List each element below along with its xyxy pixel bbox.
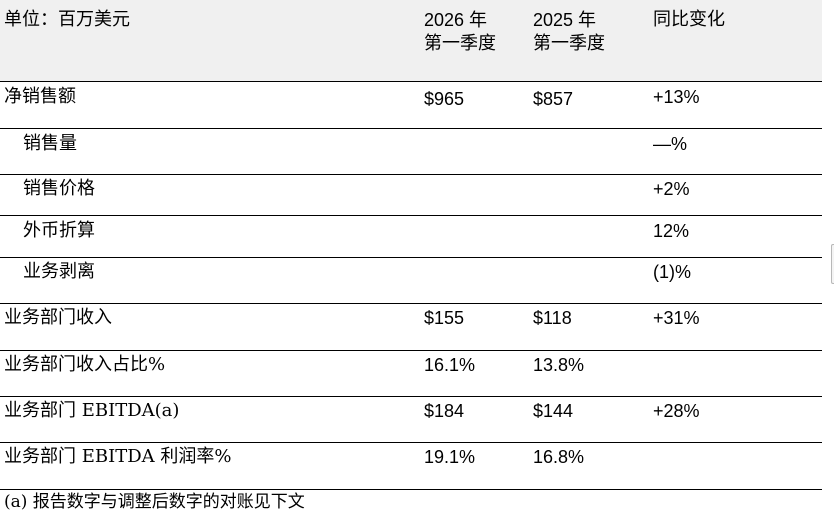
- table-header-row: 单位：百万美元 2026 年 第一季度 2025 年 第一季度 同比变化: [0, 0, 822, 82]
- column-header-2026-quarter: 第一季度: [424, 33, 496, 54]
- cell-2025: 13.8%: [533, 355, 585, 375]
- table-row: 销售价格 +2%: [0, 175, 822, 216]
- table-row: 业务部门收入 $155 $118 +31%: [0, 304, 822, 351]
- table-row: 业务部门 EBITDA(a) $184 $144 +28%: [0, 397, 822, 443]
- financial-table: 单位：百万美元 2026 年 第一季度 2025 年 第一季度 同比变化 净销售…: [0, 0, 822, 490]
- cell-yoy: —%: [653, 134, 688, 154]
- cell-yoy: +31%: [653, 308, 700, 328]
- cell-2025: $118: [533, 308, 572, 328]
- column-header-2026-q1: 2026 年 第一季度: [424, 8, 496, 56]
- row-label: 业务部门收入: [4, 307, 112, 328]
- table-row: 业务部门 EBITDA 利润率% 19.1% 16.8%: [0, 443, 822, 490]
- cell-2026: $184: [424, 401, 465, 421]
- column-header-2025-year: 2025 年: [533, 10, 597, 30]
- footnote: (a) 报告数字与调整后数字的对账见下文: [4, 492, 305, 512]
- table-row: 净销售额 $965 $857 +13%: [0, 82, 822, 129]
- scrollbar-handle[interactable]: [831, 244, 834, 284]
- cell-2025: $857: [533, 89, 574, 109]
- row-label: 外币折算: [23, 220, 95, 241]
- table-row: 销售量 —%: [0, 129, 822, 175]
- column-header-yoy: 同比变化: [653, 9, 725, 30]
- row-label: 销售量: [23, 133, 77, 154]
- table-row: 业务部门收入占比% 16.1% 13.8%: [0, 351, 822, 397]
- column-header-2025-q1: 2025 年 第一季度: [533, 8, 605, 56]
- cell-2026: 19.1%: [424, 447, 476, 467]
- cell-yoy: +28%: [653, 401, 700, 421]
- cell-yoy: +2%: [653, 179, 690, 199]
- table-row: 外币折算 12%: [0, 216, 822, 258]
- cell-yoy: +13%: [653, 87, 700, 107]
- cell-2026: $965: [424, 89, 465, 109]
- cell-2025: 16.8%: [533, 447, 585, 467]
- row-label: 业务剥离: [23, 261, 95, 282]
- cell-2026: 16.1%: [424, 355, 476, 375]
- cell-2025: $144: [533, 401, 574, 421]
- cell-yoy: (1)%: [653, 262, 692, 282]
- column-header-2026-year: 2026 年: [424, 10, 488, 30]
- row-label: 业务部门收入占比%: [4, 354, 166, 375]
- column-header-2025-quarter: 第一季度: [533, 33, 605, 54]
- row-label: 净销售额: [4, 86, 76, 107]
- cell-yoy: 12%: [653, 221, 690, 241]
- unit-label: 单位：百万美元: [4, 9, 130, 30]
- cell-2026: $155: [424, 308, 465, 328]
- row-label: 业务部门 EBITDA 利润率%: [4, 446, 232, 467]
- row-label: 业务部门 EBITDA(a): [4, 400, 180, 421]
- row-label: 销售价格: [23, 178, 95, 199]
- table-row: 业务剥离 (1)%: [0, 258, 822, 304]
